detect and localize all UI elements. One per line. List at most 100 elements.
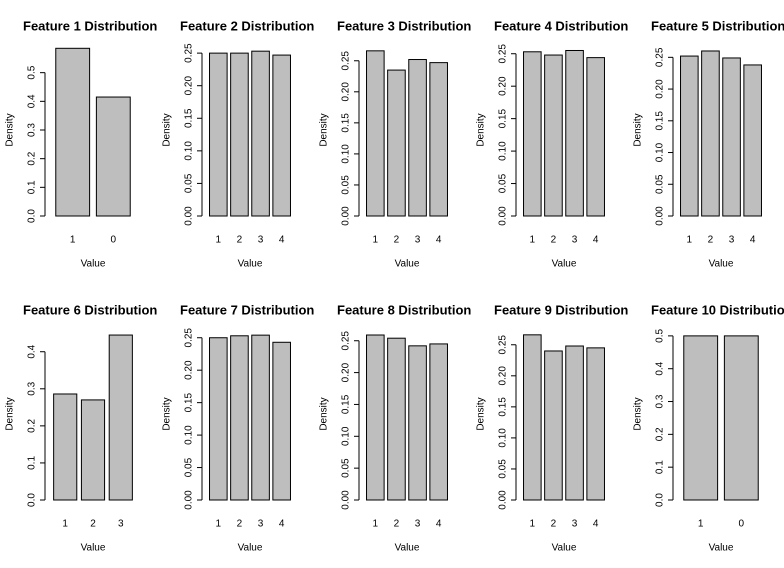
x-tick-label: 2: [90, 519, 96, 530]
y-tick-label: 0.10: [184, 141, 195, 161]
x-tick-label: 1: [698, 519, 704, 530]
y-axis-label: Density: [162, 113, 173, 146]
bar: [565, 345, 584, 501]
x-tick-label: 3: [258, 519, 264, 530]
bar: [523, 334, 542, 501]
y-tick-label: 0.1: [655, 460, 666, 474]
y-axis-label: Density: [5, 113, 16, 146]
y-tick-label: 0.20: [655, 79, 666, 99]
y-tick-label: 0.10: [498, 141, 509, 161]
y-axis-label: Density: [319, 113, 330, 146]
y-tick-label: 0.1: [27, 180, 38, 194]
y-tick-label: 0.25: [341, 331, 352, 351]
y-tick-label: 0.3: [27, 123, 38, 137]
bar: [544, 54, 563, 217]
x-tick-label: 2: [394, 235, 400, 246]
y-tick-label: 0.1: [27, 456, 38, 470]
x-tick-label: 2: [551, 235, 557, 246]
x-tick-label: 0: [739, 519, 745, 530]
x-tick-label: 2: [551, 519, 557, 530]
x-axis-label: Value: [395, 259, 420, 270]
y-tick-label: 0.25: [498, 44, 509, 64]
panel: Feature 5 Distribution Density Value 0.00 0.…: [633, 18, 784, 269]
y-tick-label: 0.25: [184, 43, 195, 63]
x-axis-label: Value: [395, 543, 420, 554]
x-tick-label: 4: [436, 519, 442, 530]
x-tick-label: 3: [572, 519, 578, 530]
y-tick-label: 0.5: [655, 328, 666, 342]
chart-title: Feature 4 Distribution: [494, 18, 628, 33]
chart-title: Feature 5 Distribution: [651, 18, 784, 33]
x-tick-label: 1: [216, 235, 222, 246]
x-tick-label: 4: [750, 235, 756, 246]
x-tick-label: 2: [394, 519, 400, 530]
bar: [272, 54, 291, 217]
x-tick-label: 2: [708, 235, 714, 246]
y-tick-label: 0.00: [498, 490, 509, 510]
x-axis-label: Value: [238, 543, 263, 554]
y-tick-label: 0.3: [27, 381, 38, 395]
x-tick-label: 1: [687, 235, 693, 246]
bar: [387, 69, 406, 217]
y-tick-label: 0.20: [498, 76, 509, 96]
bar: [408, 59, 427, 217]
bar: [723, 335, 759, 501]
bar: [366, 50, 385, 217]
y-axis-label: Density: [633, 113, 644, 146]
panel: Feature 2 Distribution Density Value 0.00 0.…: [162, 18, 315, 269]
y-axis-label: Density: [162, 397, 173, 430]
y-tick-label: 0.05: [655, 174, 666, 194]
y-axis-label: Density: [319, 397, 330, 430]
y-tick-label: 0.20: [184, 360, 195, 380]
y-tick-label: 0.0: [655, 493, 666, 507]
y-axis-label: Density: [476, 397, 487, 430]
bar: [230, 335, 249, 501]
y-tick-label: 0.15: [341, 394, 352, 414]
x-tick-label: 1: [530, 235, 536, 246]
panel: Feature 8 Distribution Density Value 0.00 0.…: [319, 302, 472, 553]
chart-title: Feature 7 Distribution: [180, 302, 314, 317]
x-tick-label: 3: [118, 519, 124, 530]
y-tick-label: 0.15: [498, 397, 509, 417]
y-tick-label: 0.05: [184, 457, 195, 477]
bar: [108, 334, 133, 501]
chart-title: Feature 1 Distribution: [23, 18, 157, 33]
y-axis-label: Density: [633, 397, 644, 430]
x-tick-label: 4: [279, 235, 285, 246]
x-tick-label: 2: [237, 235, 243, 246]
x-tick-label: 3: [572, 235, 578, 246]
x-tick-label: 1: [373, 519, 379, 530]
y-tick-label: 0.10: [498, 428, 509, 448]
bar: [209, 337, 228, 501]
x-tick-label: 3: [415, 519, 421, 530]
y-tick-label: 0.00: [341, 490, 352, 510]
x-tick-label: 1: [62, 519, 68, 530]
y-tick-label: 0.2: [655, 427, 666, 441]
x-tick-label: 3: [415, 235, 421, 246]
chart-title: Feature 2 Distribution: [180, 18, 314, 33]
y-axis-label: Density: [476, 113, 487, 146]
y-tick-label: 0.05: [498, 459, 509, 479]
chart-title: Feature 8 Distribution: [337, 302, 471, 317]
bar: [387, 337, 406, 501]
bar: [586, 347, 605, 501]
y-tick-label: 0.15: [184, 392, 195, 412]
panel: Feature 4 Distribution Density Value 0.00 0.…: [476, 18, 629, 269]
bar: [53, 393, 78, 501]
bar: [701, 50, 720, 217]
y-tick-label: 0.05: [184, 173, 195, 193]
y-tick-label: 0.25: [184, 328, 195, 348]
bar: [586, 57, 605, 217]
y-tick-label: 0.20: [341, 362, 352, 382]
x-tick-label: 2: [237, 519, 243, 530]
y-tick-label: 0.00: [184, 490, 195, 510]
x-tick-label: 4: [279, 519, 285, 530]
bar: [272, 341, 291, 501]
x-axis-label: Value: [552, 543, 577, 554]
bar: [366, 334, 385, 501]
bar: [680, 55, 699, 217]
y-tick-label: 0.05: [341, 175, 352, 195]
y-tick-label: 0.20: [341, 82, 352, 102]
y-tick-label: 0.00: [184, 206, 195, 226]
